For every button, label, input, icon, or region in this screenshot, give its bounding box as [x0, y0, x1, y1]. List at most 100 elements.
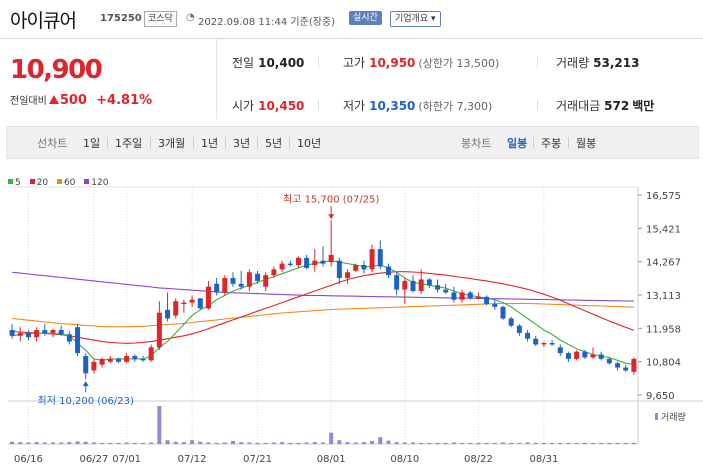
candle-body	[189, 299, 195, 303]
volume-bar	[378, 437, 383, 444]
legend-ma60: 60	[56, 178, 75, 188]
legend-ma20: 20	[29, 178, 49, 188]
volume-bar	[419, 442, 424, 444]
volume-bar	[321, 442, 325, 444]
candle-body	[426, 279, 432, 286]
up-triangle-icon	[48, 95, 59, 104]
period-1w[interactable]: 1주일	[115, 137, 143, 150]
candle-body	[107, 358, 113, 362]
volume-bar	[550, 442, 555, 444]
volume-bar	[165, 440, 170, 444]
candle-body	[606, 358, 612, 364]
legend-ma120: 120	[84, 178, 108, 188]
volume-bar	[353, 442, 358, 444]
period-divider	[225, 137, 226, 148]
ma20-line	[12, 271, 635, 344]
candle-body	[230, 278, 236, 284]
candle-body	[475, 296, 481, 299]
corp-info-dropdown[interactable]: 기업개요 ▾	[390, 11, 441, 27]
volume-bar	[288, 442, 293, 444]
candle-body	[50, 330, 56, 333]
candle-body	[345, 272, 351, 279]
volume-bar	[615, 442, 620, 444]
volume-bar	[34, 442, 39, 444]
volume-bar	[239, 442, 244, 444]
period-1d[interactable]: 1일	[83, 137, 101, 150]
period-divider	[289, 137, 290, 148]
stat-value: 53,213	[593, 56, 640, 70]
volume-bar	[173, 441, 178, 444]
candle-body	[132, 356, 138, 359]
candle-body	[328, 254, 334, 263]
candle-body	[582, 351, 588, 358]
candle-body	[451, 292, 457, 300]
candle-body	[214, 283, 220, 293]
legend-ma5: 5	[8, 178, 21, 188]
volume-bar	[222, 442, 227, 444]
candle-body	[25, 332, 31, 338]
volume-bar	[141, 442, 145, 444]
panel-divider	[216, 39, 217, 119]
period-divider	[568, 137, 569, 148]
candle-body	[435, 285, 441, 290]
realtime-button[interactable]: 실시간	[349, 11, 382, 25]
candle-body	[173, 301, 179, 316]
candle-daily[interactable]: 일봉	[507, 137, 528, 150]
x-tick-label: 06/27	[79, 454, 108, 465]
stat-amount: 거래대금 572 백만	[556, 97, 654, 114]
volume-bar	[345, 442, 350, 444]
period-3y[interactable]: 3년	[233, 137, 251, 150]
stat-divider	[318, 100, 319, 110]
candle-monthly[interactable]: 월봉	[576, 137, 597, 150]
stat-divider	[537, 57, 538, 67]
ma120-line	[12, 271, 634, 302]
candle-body	[295, 257, 301, 266]
volume-bar	[337, 440, 342, 444]
candle-body	[246, 272, 252, 287]
period-divider	[193, 137, 194, 148]
current-price: 10,900	[10, 55, 103, 85]
volume-bar	[435, 442, 440, 444]
volume-bar	[623, 442, 628, 444]
period-10y[interactable]: 10년	[297, 137, 322, 150]
candle-body	[508, 318, 514, 326]
candle-body	[410, 280, 416, 292]
stat-value: 10,950	[369, 56, 416, 70]
period-1y[interactable]: 1년	[201, 137, 219, 150]
candle-body	[75, 327, 81, 354]
volume-bar	[411, 442, 415, 444]
y-tick-label: 15,421	[646, 224, 681, 235]
volume-bar	[124, 442, 129, 444]
candle-body	[467, 292, 473, 299]
volume-bar	[83, 441, 88, 444]
volume-bar	[18, 442, 23, 444]
candle-body	[533, 338, 539, 345]
ma60-line	[12, 302, 634, 328]
candle-body	[99, 358, 105, 365]
volume-bar	[67, 442, 72, 444]
candle-body	[238, 283, 244, 287]
volume-bar	[59, 442, 64, 444]
period-3m[interactable]: 3개월	[158, 137, 186, 150]
x-tick-label: 08/22	[464, 454, 493, 465]
stat-value: 10,350	[369, 99, 416, 113]
price-panel: 10,900 전일대비 500 +4.81%	[0, 39, 216, 119]
legend-label: 20	[36, 178, 49, 188]
candle-body	[574, 351, 580, 359]
volume-bar	[558, 442, 563, 444]
legend-swatch	[56, 179, 62, 184]
candle-weekly[interactable]: 주봉	[541, 137, 562, 150]
candle-body	[443, 289, 449, 293]
stock-name: 아이큐어	[10, 10, 77, 32]
candle-body	[557, 347, 563, 354]
volume-bar	[157, 406, 162, 444]
high-annotation: 최고 15,700 (07/25)	[283, 193, 379, 205]
period-5y[interactable]: 5년	[265, 137, 283, 150]
volume-bar	[255, 442, 260, 444]
candle-body	[263, 275, 269, 287]
volume-bar	[296, 442, 301, 444]
ma-legend: 5 20 60 120	[8, 178, 114, 188]
x-tick-label: 07/01	[112, 454, 141, 465]
stat-value: 10,400	[258, 56, 305, 70]
